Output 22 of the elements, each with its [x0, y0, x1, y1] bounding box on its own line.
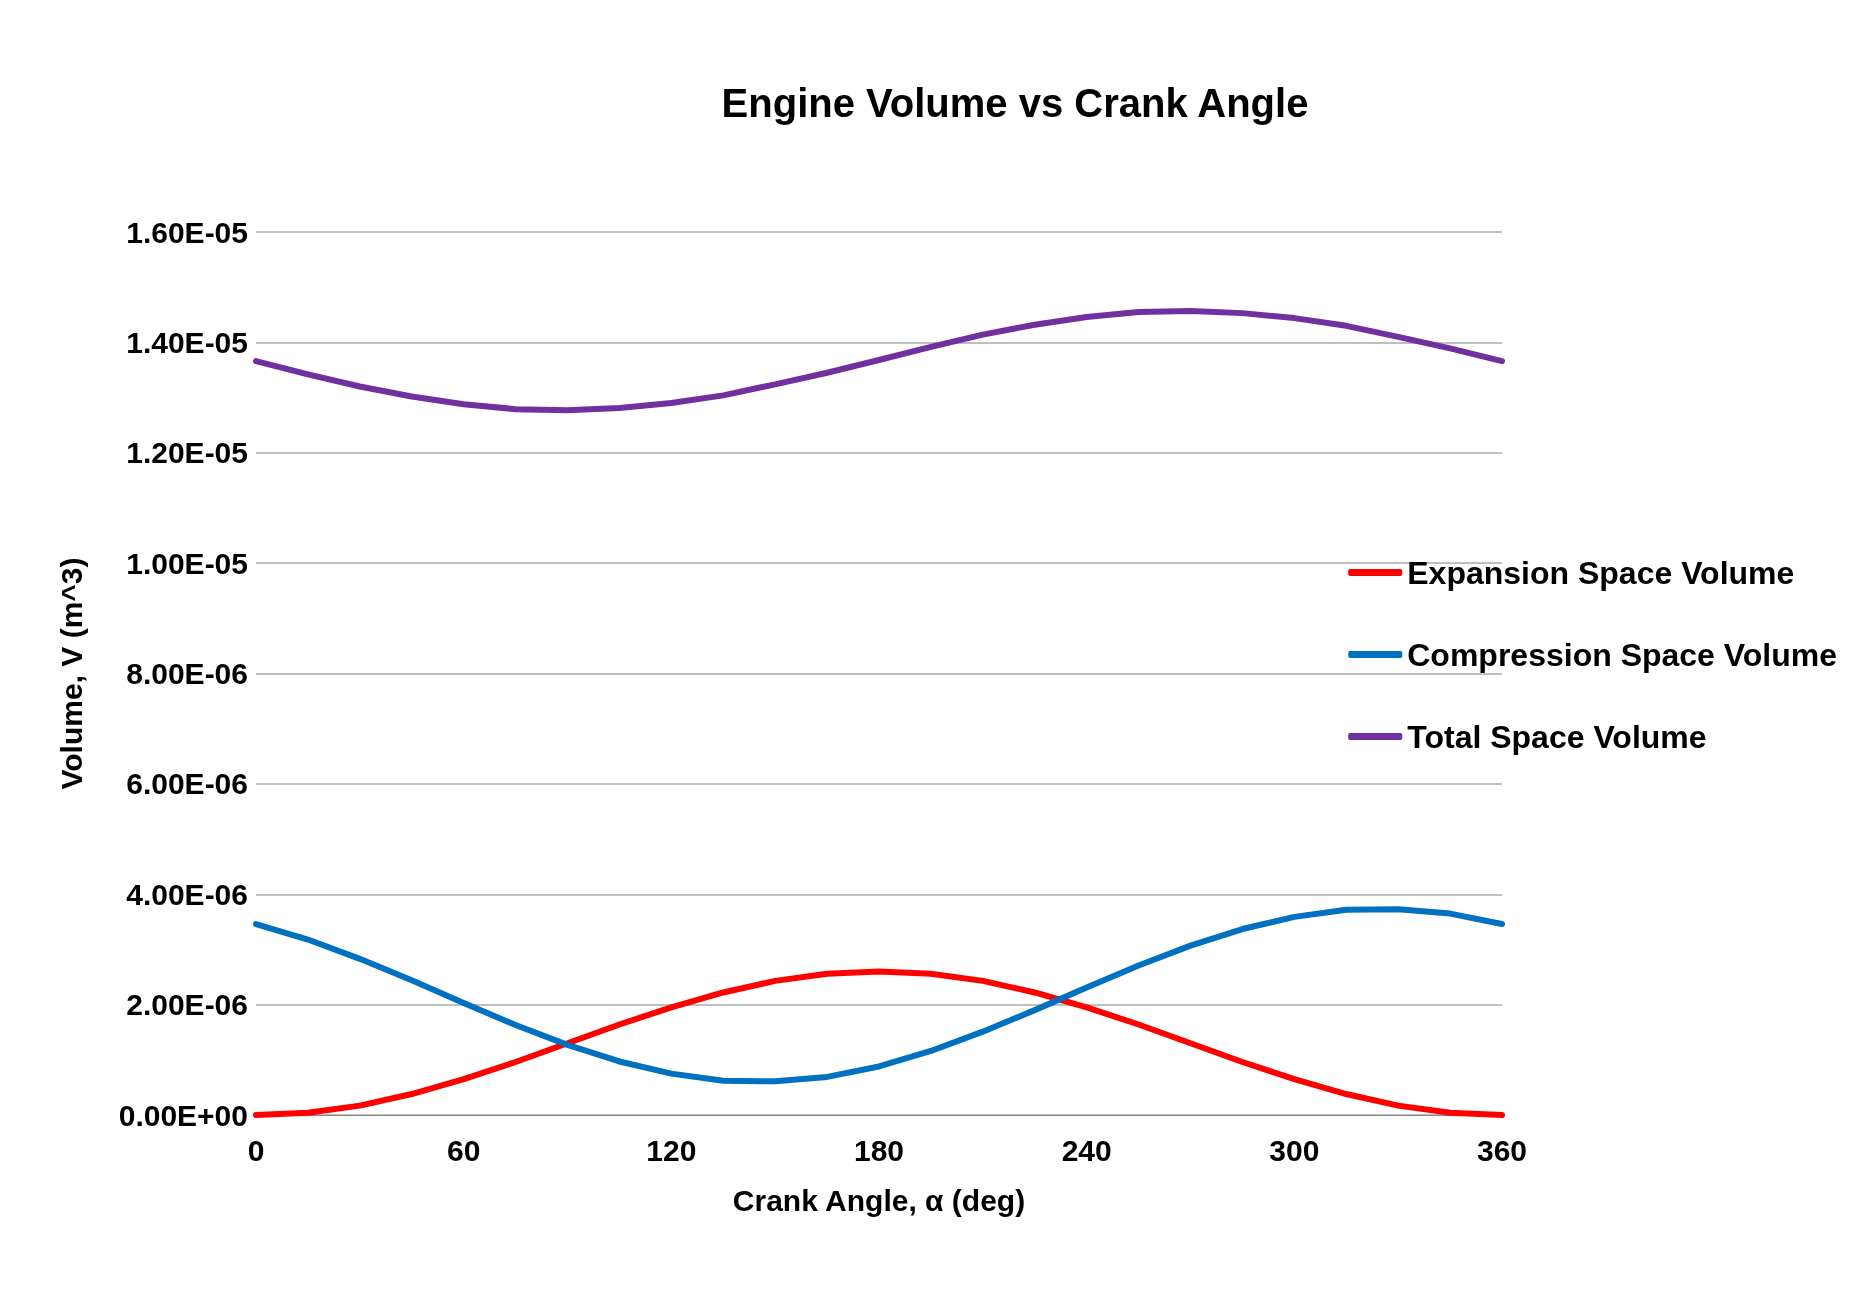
y-tick-label: 2.00E-06: [126, 988, 248, 1022]
x-axis-title: Crank Angle, α (deg): [732, 1183, 1026, 1217]
x-tick-label: 0: [247, 1133, 265, 1167]
y-tick-label: 1.00E-05: [126, 546, 248, 580]
legend-label: Compression Space Volume: [1407, 636, 1837, 673]
y-tick-label: 6.00E-06: [126, 767, 248, 801]
y-axis-title: Volume, V (m^3): [54, 557, 88, 790]
y-tick-label: 1.20E-05: [126, 436, 248, 470]
x-tick-label: 240: [1061, 1133, 1112, 1167]
y-tick-label: 1.40E-05: [126, 325, 248, 359]
x-tick-label: 300: [1269, 1133, 1320, 1167]
y-tick-label: 4.00E-06: [126, 877, 248, 911]
x-tick-label: 360: [1476, 1133, 1528, 1167]
x-tick-label: 120: [646, 1133, 697, 1167]
x-tick-label: 180: [853, 1133, 905, 1167]
y-tick-label: 0.00E+00: [118, 1098, 248, 1132]
chart-title: Engine Volume vs Crank Angle: [721, 81, 1309, 125]
x-tick-label: 60: [446, 1133, 481, 1167]
y-tick-label: 1.60E-05: [126, 215, 248, 249]
legend-label: Total Space Volume: [1407, 718, 1707, 755]
y-tick-label: 8.00E-06: [126, 657, 248, 690]
legend-label: Expansion Space Volume: [1407, 554, 1795, 591]
